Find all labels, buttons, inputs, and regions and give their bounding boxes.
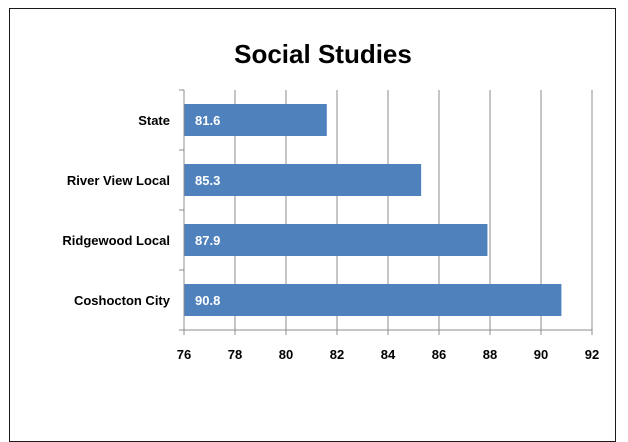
x-tick-label: 84 [381, 347, 396, 362]
bar [184, 104, 327, 136]
bars [184, 104, 562, 316]
x-tick-label: 82 [330, 347, 344, 362]
category-label: Coshocton City [74, 293, 171, 308]
data-label: 81.6 [195, 113, 220, 128]
x-tick-label: 80 [279, 347, 293, 362]
data-label: 90.8 [195, 293, 220, 308]
data-label: 87.9 [195, 233, 220, 248]
x-tick-label: 78 [228, 347, 242, 362]
category-label: State [138, 113, 170, 128]
chart-title: Social Studies [234, 39, 412, 69]
x-tick-label: 90 [534, 347, 548, 362]
bar [184, 284, 562, 316]
x-tick-label: 86 [432, 347, 446, 362]
category-label: Ridgewood Local [62, 233, 170, 248]
data-label: 85.3 [195, 173, 220, 188]
x-tick-label: 76 [177, 347, 191, 362]
x-tick-label: 92 [585, 347, 599, 362]
bar [184, 164, 422, 196]
axes [179, 89, 593, 335]
x-tick-label: 88 [483, 347, 497, 362]
labels: 76 78 80 82 84 86 88 90 92 State 81.6 River View Lo… [62, 113, 599, 362]
bar [184, 224, 488, 256]
category-label: River View Local [67, 173, 170, 188]
